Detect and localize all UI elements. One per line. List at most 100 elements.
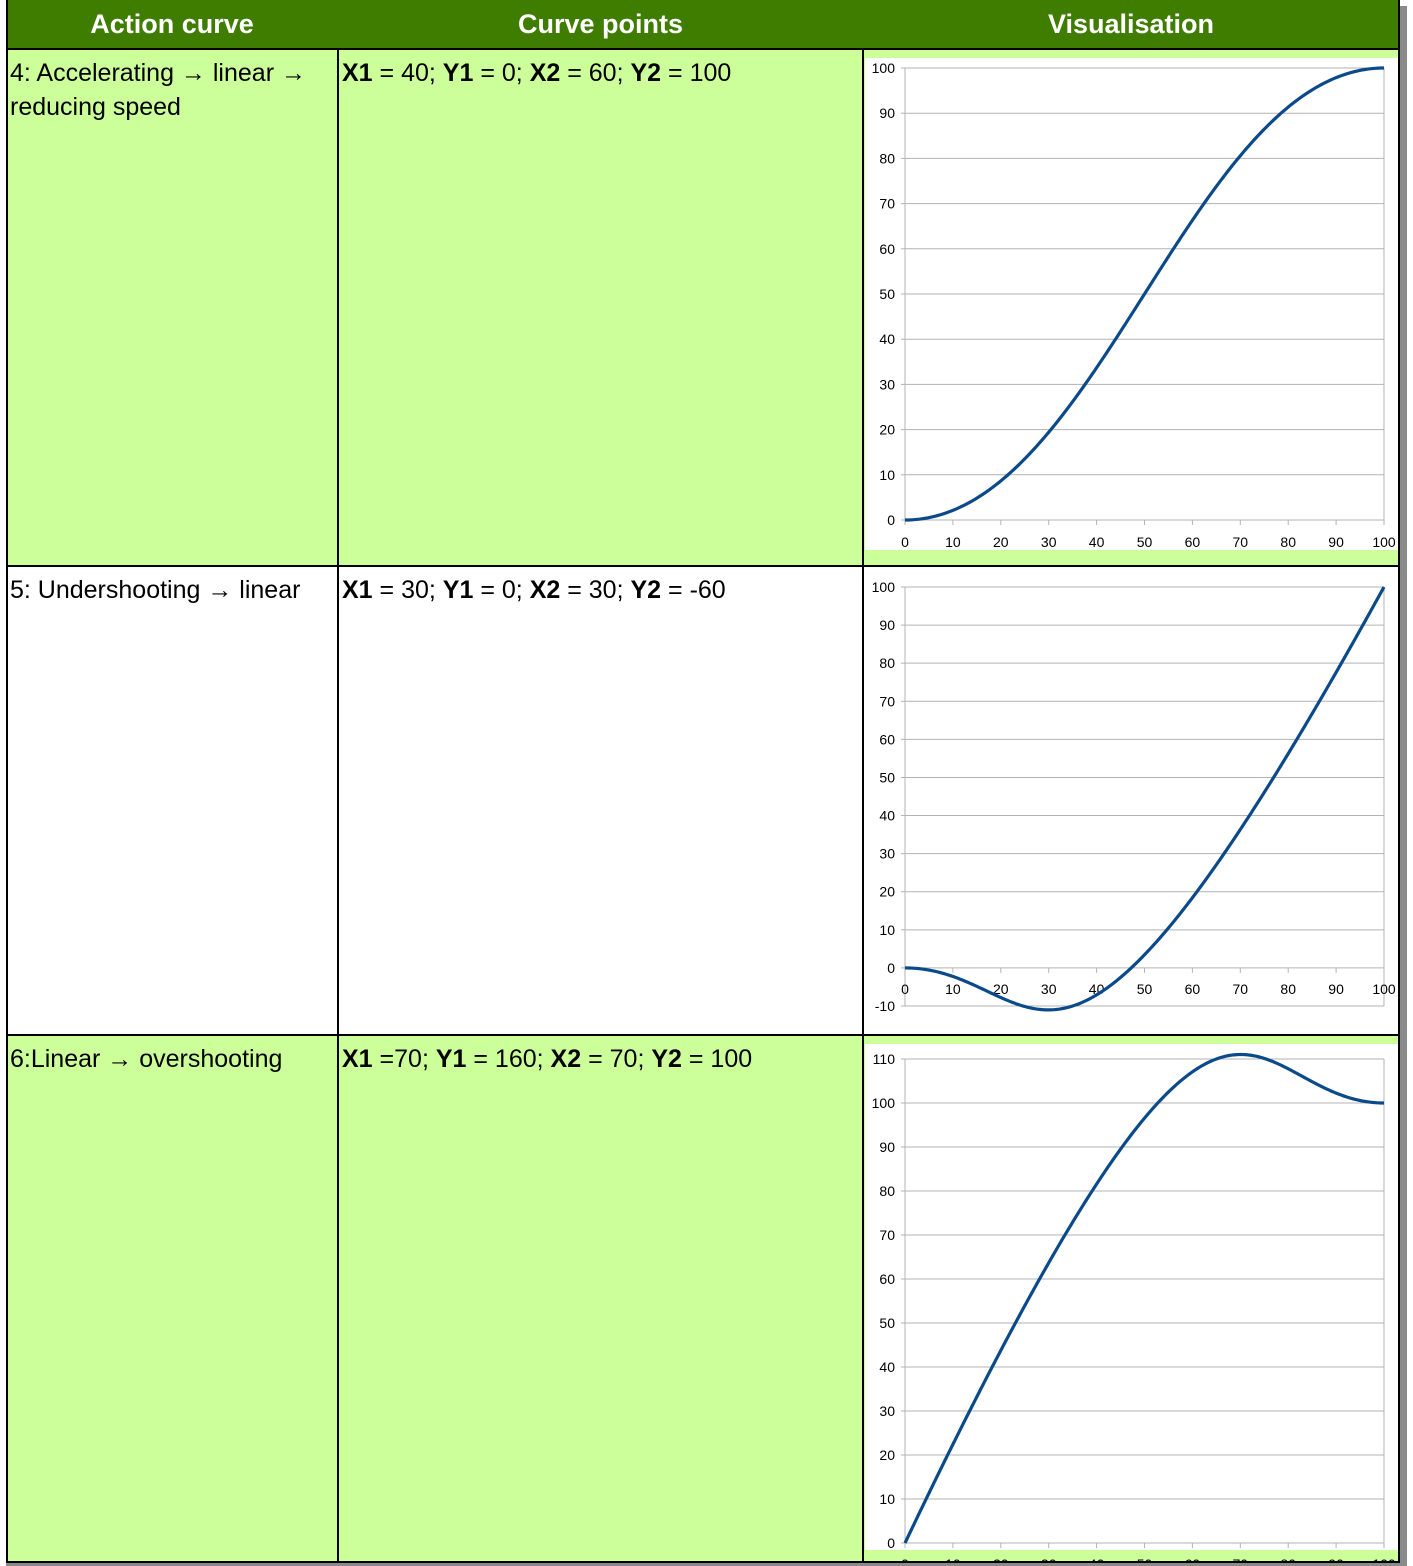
x-tick-label: 60 — [1185, 981, 1201, 997]
header-visualisation: Visualisation — [863, 0, 1399, 48]
point-key: X1 — [342, 59, 373, 87]
x-tick-label: 0 — [901, 981, 909, 997]
point-key: Y1 — [435, 1045, 467, 1073]
table-shadow-bottom — [6, 1562, 1407, 1566]
x-tick-label: 30 — [1041, 1556, 1057, 1562]
point-value: =70; — [372, 1045, 436, 1073]
x-tick-label: 20 — [993, 981, 1009, 997]
point-key: Y2 — [630, 576, 662, 604]
y-tick-label: 40 — [879, 331, 895, 347]
row-6-visualisation: 0 10 20 30 40 50 60 70 80 90 100 110 0 10 20 30 40 50 60 70… — [863, 1036, 1399, 1562]
x-tick-label: 70 — [1233, 981, 1249, 997]
x-tick-label: 10 — [945, 1556, 961, 1562]
row-4-action-curve: 4: Accelerating → linear → reducing spee… — [6, 50, 338, 565]
y-tick-label: 100 — [872, 60, 896, 76]
y-tick-label: 90 — [879, 617, 895, 633]
x-tick-label: 90 — [1328, 981, 1344, 997]
row-5-action-curve: 5: Undershooting → linear — [6, 567, 338, 1034]
point-key: Y1 — [442, 576, 474, 604]
row-5-curve-points: X1 = 30; Y1 = 0; X2 = 30; Y2 = -60 — [338, 567, 863, 1034]
row-6-curve-points: X1 =70; Y1 = 160; X2 = 70; Y2 = 100 — [338, 1036, 863, 1562]
x-tick-label: 50 — [1137, 1556, 1153, 1562]
x-tick-label: 90 — [1328, 534, 1344, 550]
x-tick-label: 40 — [1089, 1556, 1105, 1562]
point-key: Y1 — [442, 59, 474, 87]
y-tick-label: 50 — [879, 286, 895, 302]
x-tick-label: 60 — [1185, 534, 1201, 550]
y-tick-label: 20 — [879, 1447, 895, 1463]
x-tick-label: 0 — [901, 1556, 909, 1562]
x-tick-label: 20 — [993, 534, 1009, 550]
y-tick-label: 20 — [879, 422, 895, 438]
y-tick-label: 20 — [879, 884, 895, 900]
y-tick-label: 40 — [879, 808, 895, 824]
curve-series-line — [904, 66, 1385, 522]
x-tick-label: 70 — [1233, 1556, 1249, 1562]
row-6-points: X1 =70; Y1 = 160; X2 = 70; Y2 = 100 — [342, 1045, 752, 1073]
x-tick-label: 80 — [1280, 1556, 1296, 1562]
y-tick-label: 30 — [879, 376, 895, 392]
x-tick-label: 100 — [1372, 981, 1396, 997]
row-5-points: X1 = 30; Y1 = 0; X2 = 30; Y2 = -60 — [342, 576, 726, 604]
y-tick-label: 100 — [872, 1095, 896, 1111]
y-tick-label: 80 — [879, 1183, 895, 1199]
x-tick-label: 50 — [1137, 981, 1153, 997]
x-tick-label: 30 — [1041, 981, 1057, 997]
y-tick-label: 60 — [879, 241, 895, 257]
x-tick-label: 80 — [1280, 981, 1296, 997]
row-4-name: 4: Accelerating → linear → reducing spee… — [10, 59, 306, 121]
row-5-visualisation: -10 0 10 20 30 40 50 60 70 80 90 100 0 10 20 30 40 50 60 70… — [863, 567, 1399, 1034]
row-5-name: 5: Undershooting → linear — [10, 576, 301, 604]
x-tick-label: 80 — [1280, 534, 1296, 550]
point-value: = 100 — [661, 59, 732, 87]
point-value: = 40; — [372, 59, 443, 87]
y-tick-label: 70 — [879, 1227, 895, 1243]
point-value: = -60 — [661, 576, 726, 604]
x-tick-label: 90 — [1328, 1556, 1344, 1562]
y-tick-label: 70 — [879, 196, 895, 212]
row-6-chart: 0 10 20 30 40 50 60 70 80 90 100 110 0 10 20 30 40 50 60 70… — [872, 1051, 1396, 1562]
row-4-points: X1 = 40; Y1 = 0; X2 = 60; Y2 = 100 — [342, 59, 731, 87]
y-tick-label: 60 — [879, 1271, 895, 1287]
point-value: = 30; — [372, 576, 443, 604]
x-tick-label: 40 — [1089, 534, 1105, 550]
y-tick-label: 30 — [879, 1403, 895, 1419]
y-tick-label: 50 — [879, 769, 895, 785]
y-tick-label: 10 — [879, 467, 895, 483]
y-tick-label: 40 — [879, 1359, 895, 1375]
x-tick-label: 100 — [1372, 534, 1396, 550]
curve-series-line — [904, 586, 1386, 1012]
curve-series-line — [903, 1052, 1385, 1544]
x-tick-label: 60 — [1185, 1556, 1201, 1562]
y-tick-label: 10 — [879, 922, 895, 938]
row-4-visualisation: 0 10 20 30 40 50 60 70 80 90 100 0 10 20 30 40 50 60 70 80 9… — [863, 50, 1399, 565]
x-tick-label: 100 — [1372, 1556, 1396, 1562]
point-value: = 60; — [560, 59, 631, 87]
point-key: X1 — [342, 1045, 373, 1073]
x-tick-label: 10 — [945, 981, 961, 997]
row-6-name: 6:Linear → overshooting — [10, 1045, 283, 1073]
point-key: X2 — [529, 576, 561, 604]
row-4-curve-points: X1 = 40; Y1 = 0; X2 = 60; Y2 = 100 — [338, 50, 863, 565]
y-tick-label: 50 — [879, 1315, 895, 1331]
y-tick-label: 30 — [879, 846, 895, 862]
row-6-action-curve: 6:Linear → overshooting — [6, 1036, 338, 1562]
point-value: = 30; — [560, 576, 631, 604]
point-key: X2 — [529, 59, 561, 87]
y-tick-label: 0 — [887, 1535, 895, 1551]
y-tick-label: 10 — [879, 1491, 895, 1507]
point-value: = 0; — [473, 576, 530, 604]
point-value: = 70; — [581, 1045, 652, 1073]
y-tick-label: 100 — [872, 579, 896, 595]
point-value: = 100 — [681, 1045, 753, 1073]
y-tick-label: 0 — [887, 512, 895, 528]
header-action-curve: Action curve — [6, 0, 338, 48]
point-value: = 160; — [466, 1045, 551, 1073]
point-key: Y2 — [651, 1045, 682, 1073]
point-key: X1 — [342, 576, 373, 604]
y-tick-label: -10 — [875, 998, 895, 1014]
y-tick-label: 110 — [873, 1051, 896, 1067]
x-tick-label: 0 — [901, 534, 909, 550]
